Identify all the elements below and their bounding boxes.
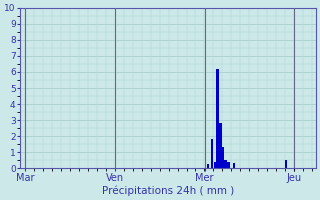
Bar [211,139,213,168]
Bar [222,147,224,168]
Bar [233,163,235,168]
Bar [227,162,229,168]
X-axis label: Précipitations 24h ( mm ): Précipitations 24h ( mm ) [102,185,234,196]
Bar [285,160,287,168]
Bar [207,164,209,168]
Bar [214,162,216,168]
Bar [219,123,221,168]
Bar [224,160,227,168]
Bar [216,69,219,168]
